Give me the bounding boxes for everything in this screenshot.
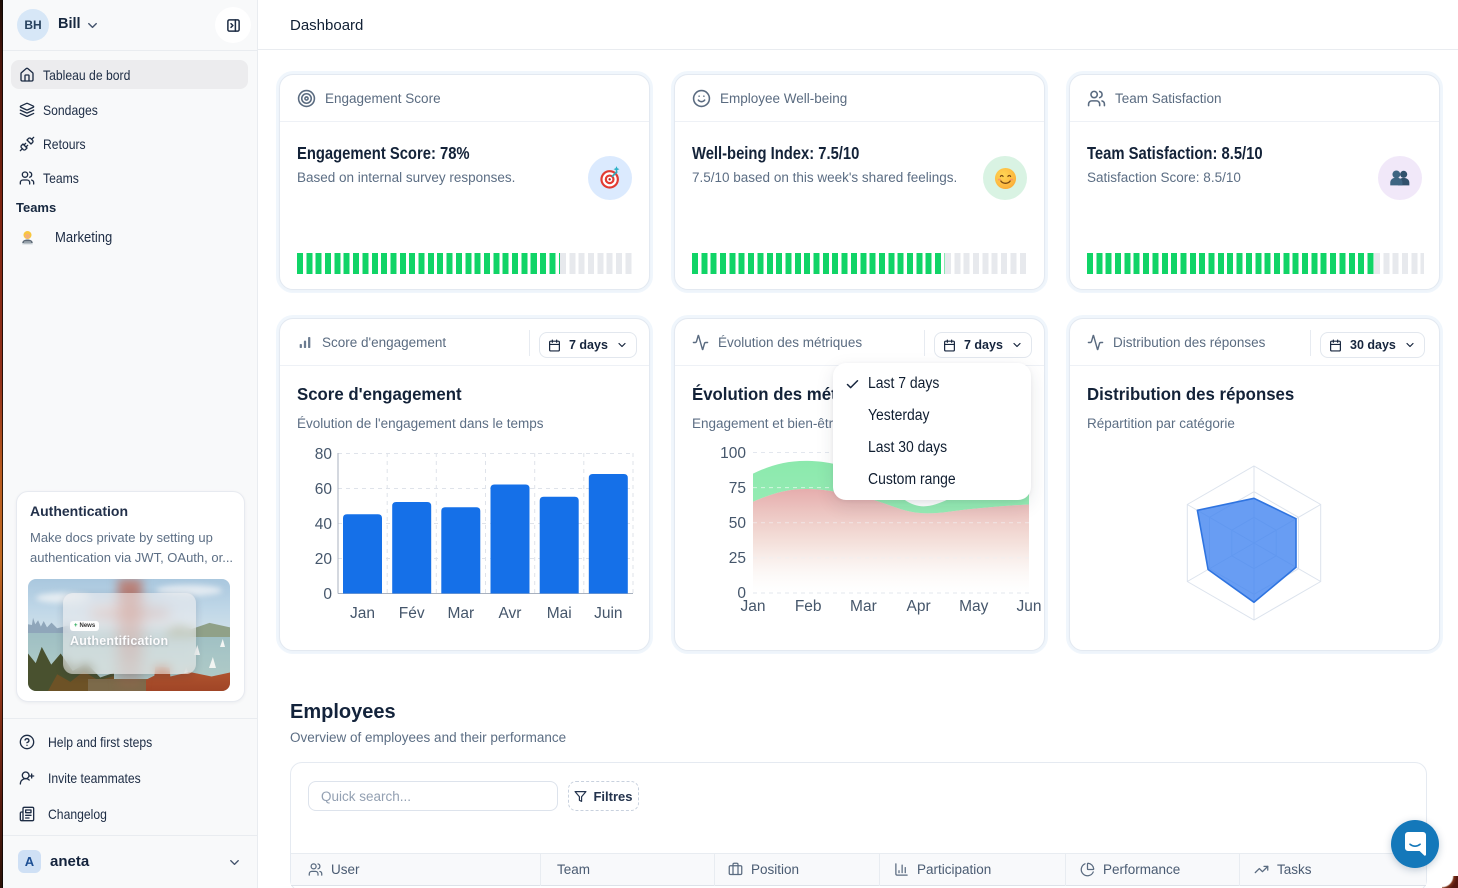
svg-text:50: 50 bbox=[729, 515, 747, 532]
svg-text:25: 25 bbox=[729, 550, 746, 567]
svg-text:Mar: Mar bbox=[850, 598, 877, 615]
svg-text:60: 60 bbox=[315, 481, 333, 498]
svg-text:20: 20 bbox=[315, 551, 333, 568]
svg-text:Apr: Apr bbox=[907, 598, 931, 615]
svg-text:0: 0 bbox=[323, 586, 332, 603]
svg-text:Jan: Jan bbox=[350, 605, 375, 622]
svg-text:Jan: Jan bbox=[741, 598, 766, 615]
svg-text:0: 0 bbox=[737, 585, 746, 602]
svg-text:40: 40 bbox=[315, 516, 333, 533]
svg-text:Mar: Mar bbox=[447, 605, 474, 622]
svg-text:Juin: Juin bbox=[594, 605, 622, 622]
svg-text:Avr: Avr bbox=[499, 605, 522, 622]
svg-text:Feb: Feb bbox=[795, 598, 822, 615]
svg-text:Fév: Fév bbox=[399, 605, 425, 622]
svg-text:Mai: Mai bbox=[547, 605, 572, 622]
svg-text:80: 80 bbox=[315, 446, 333, 463]
svg-text:75: 75 bbox=[729, 480, 746, 497]
svg-text:100: 100 bbox=[720, 445, 746, 462]
svg-text:Jun: Jun bbox=[1017, 598, 1042, 615]
svg-text:May: May bbox=[959, 598, 989, 615]
